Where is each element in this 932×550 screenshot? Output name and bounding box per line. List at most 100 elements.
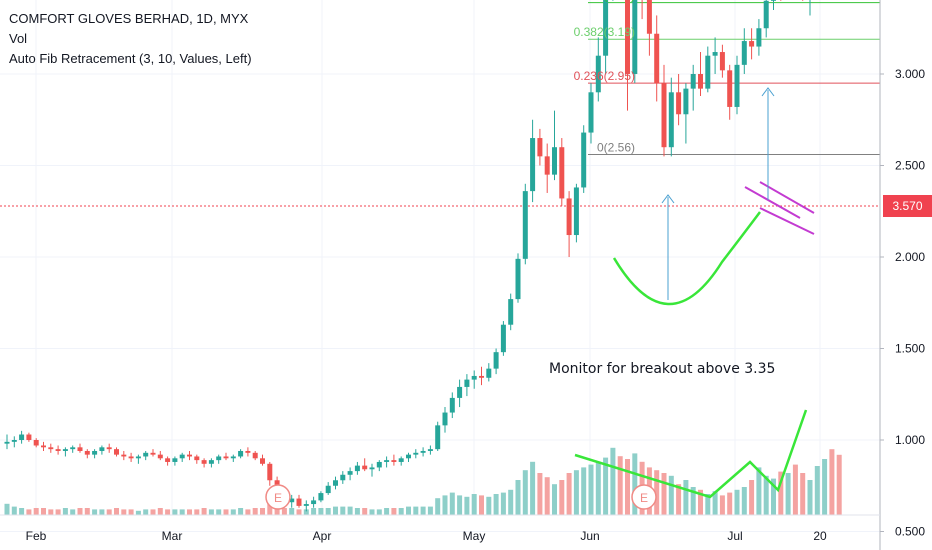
candle [668,77,674,157]
candle [325,482,331,495]
volume-indicator-label[interactable]: Vol [9,31,28,46]
x-tick-label: Jun [580,529,599,543]
volume-bar [318,508,324,515]
candle-body [208,460,214,464]
candle-body [325,485,331,494]
candle-body [406,454,411,459]
candle-body [41,445,46,448]
volume-bar [792,464,798,515]
candle [223,452,229,461]
volume-bar [194,509,200,515]
volume-pattern-line [574,409,808,499]
volume-bar [573,470,579,515]
volume-bar [763,475,769,515]
volume-bar [4,503,10,515]
volume-bar [435,498,441,515]
candle [48,443,54,453]
candle [289,494,295,508]
volume-bar [333,506,338,515]
fib-indicator-label[interactable]: Auto Fib Retracement (3, 10, Values, Lef… [9,51,252,66]
candle-body [165,458,171,462]
candle-body [661,83,667,148]
volume-bar [442,495,448,515]
volume-bar [741,487,747,515]
candle [493,348,499,375]
candle-body [391,460,397,462]
candle-body [727,70,733,107]
volume-bar [427,506,433,515]
candle [641,0,643,20]
candle-body [245,450,251,453]
candle-body [588,92,594,133]
candle [4,434,10,450]
volume-bar [99,509,105,515]
candle-body [705,55,711,89]
candle-body [420,450,426,453]
candle [238,449,244,459]
volume-bar [800,473,806,515]
volume-bar [311,508,317,515]
volume-bar [62,508,68,515]
candle-body [771,0,776,1]
candle-body [668,92,674,148]
volume-bar [822,459,828,515]
candle-body [252,452,258,459]
volume-bar [391,508,397,515]
candle [573,183,579,243]
volume-bar [617,456,623,515]
volume-bar [756,467,762,515]
fib-level-label: 0.5(3.39) [587,0,635,3]
candle [471,370,477,389]
symbol-title[interactable]: COMFORT GLOVES BERHAD, 1D, MYX [9,11,249,26]
volume-bar [778,471,784,515]
volume-bar [406,506,411,515]
volume-bar [135,510,141,515]
candle [763,0,769,38]
candle [756,19,762,56]
earnings-letter: E [640,491,648,505]
candle [479,366,484,386]
candle-body [135,456,141,459]
candle [333,476,338,490]
volume-bar [668,475,674,515]
candle [515,253,521,303]
volume-bar [376,509,382,515]
candle-body [581,132,587,188]
candle-body [442,412,448,426]
volume-bar [471,494,477,515]
volume-bar [500,492,506,515]
volume-bar [128,509,134,515]
candle-body [157,454,163,459]
candle [179,452,185,462]
candle [157,450,163,461]
candle-body [749,41,755,47]
candle [114,447,119,457]
candle [230,454,236,462]
volume-bar [303,509,309,515]
candle-body [719,52,725,71]
volume-bar [625,459,630,515]
candle [683,83,689,144]
candle-body [566,198,572,236]
candle-body [537,138,543,157]
candle-body [552,147,557,175]
volume-bar [260,508,265,515]
candle-body [493,352,499,369]
candle [369,463,375,477]
candle-body [712,52,718,56]
candle [486,363,492,382]
candle [55,445,61,455]
volume-bar [26,509,32,515]
volume-bar [698,489,703,515]
volume-bar [683,480,689,515]
candle [143,450,149,461]
candle-body [698,74,703,89]
volume-bar [690,487,696,515]
volume-bar [537,473,543,515]
volume-bar [610,447,616,515]
candle [719,44,725,78]
volume-bar [252,508,258,515]
volume-bar [143,509,149,515]
